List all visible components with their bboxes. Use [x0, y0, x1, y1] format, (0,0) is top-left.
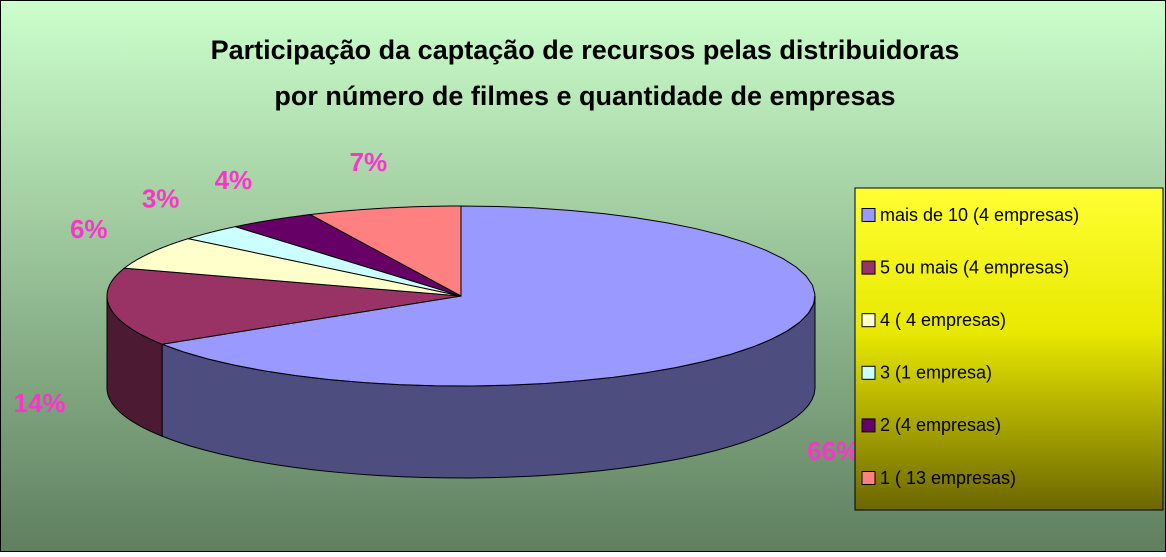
chart-title: por número de filmes e quantidade de emp… [274, 81, 895, 111]
data-label: 14% [14, 388, 66, 418]
legend-label: 1 ( 13 empresas) [880, 468, 1016, 488]
legend-swatch [861, 313, 876, 328]
legend-swatch [861, 365, 876, 380]
pie-slice [235, 214, 462, 297]
legend-label: 5 ou mais (4 empresas) [880, 257, 1069, 277]
data-label: 7% [350, 147, 388, 177]
legend-swatch [861, 208, 876, 222]
legend-items: mais de 10 (4 empresas) 5 ou mais (4 empr… [861, 205, 1079, 488]
legend-label: mais de 10 (4 empresas) [880, 205, 1079, 225]
data-label: 6% [70, 214, 108, 244]
data-label: 66% [807, 436, 859, 466]
data-label: 4% [215, 165, 253, 195]
legend-swatch [861, 471, 876, 485]
pie: 66% 14% 6% 3% 4% 7% [14, 147, 859, 479]
legend-swatch [861, 418, 876, 433]
pie-slice [106, 267, 462, 345]
pie-slice [122, 238, 462, 297]
chart-title: Participação da captação de recursos pel… [211, 35, 960, 65]
legend [854, 187, 1164, 511]
pie-slice [308, 205, 462, 297]
pie-slice [188, 226, 462, 297]
legend-label: 3 (1 empresa) [880, 363, 992, 383]
data-label: 3% [142, 183, 180, 213]
legend-label: 2 (4 empresas) [880, 415, 1001, 435]
legend-swatch [861, 260, 876, 275]
pie-slice [161, 205, 816, 387]
legend-label: 4 ( 4 empresas) [880, 310, 1006, 330]
